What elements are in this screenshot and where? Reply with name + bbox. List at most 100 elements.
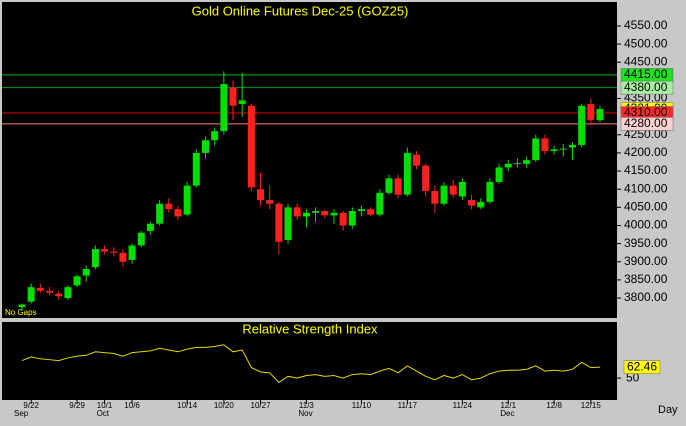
candle-body [220,83,228,132]
candle-body [73,276,81,286]
candle-body [486,181,494,202]
candle-body [559,148,567,150]
candle-body [293,207,301,217]
chart-title: Gold Online Futures Dec-25 (GOZ25) [192,3,409,18]
candle-body [403,152,411,195]
candle-body [357,209,365,211]
candle-body [321,210,329,216]
x-tick-label: 10/20 [214,401,235,410]
level-label: 4380.00 [624,80,668,94]
candle-body [587,103,595,121]
candle-body [523,160,531,164]
candle-body [165,203,173,210]
rsi-panel [2,322,617,400]
level-label: 4280.00 [624,116,668,130]
candle-body [284,207,292,240]
level-box [620,80,674,95]
candle-body [385,178,393,193]
candle-body [339,212,347,226]
candle-body [422,165,430,192]
x-unit: Day [658,404,678,416]
x-tick-label: 11/17 [398,401,418,410]
candle-body [128,245,136,260]
level-box [620,117,674,131]
candle-body [211,131,219,141]
candle-body [440,185,448,204]
candle-body [495,167,503,182]
candle-body [18,304,26,308]
candle-body [266,200,274,204]
candle-body [541,138,549,152]
y-tick-label: 3800.00 [624,290,668,304]
candle-body [91,249,99,268]
month-label: Nov [298,409,312,418]
candle-body [367,209,375,215]
level-label: 4310.00 [624,105,668,119]
y-tick-label: 4200.00 [624,145,668,159]
candle-body [46,290,54,293]
candle-body [468,200,476,206]
x-tick-label: 10/6 [124,401,140,410]
rsi-last-label: 62.46 [627,359,657,373]
rsi-line [21,344,601,384]
y-tick-label: 4500.00 [624,36,668,50]
y-tick-label: 3850.00 [624,272,668,286]
rsi-last-box [623,360,661,374]
candle-body [174,209,182,217]
y-tick-label: 4050.00 [624,200,668,214]
candle-body [201,140,209,153]
candle-body [36,287,44,291]
x-tick-label: 12/15 [581,401,602,410]
y-tick-label: 3900.00 [624,254,668,268]
x-tick-label: 10/14 [177,401,198,410]
y-tick-label: 4550.00 [624,18,668,32]
x-tick-label: 10/27 [251,401,272,410]
candle-body [348,210,356,226]
candle-body [532,138,540,161]
candle-body [137,232,145,246]
x-tick-label: 11/3 [299,401,315,410]
candle-body [146,223,154,231]
candle-body [449,185,457,195]
x-tick-label: 9/22 [23,401,39,410]
y-tick-label: 4450.00 [624,54,668,68]
y-tick-label: 3950.00 [624,236,668,250]
candle-body [330,212,338,216]
month-label: Sep [14,409,29,418]
price-panel [2,2,617,318]
candle-body [596,109,604,121]
month-label: Dec [500,409,514,418]
candle-body [550,149,558,152]
candle-body [257,189,265,201]
candle-body [27,287,35,302]
candle-body [504,163,512,168]
candle-body [238,100,246,104]
candle-body [431,191,439,204]
candle-body [183,185,191,215]
y-tick-label: 4000.00 [624,218,668,232]
candle-body [110,251,118,253]
x-tick-label: 12/1 [500,401,516,410]
candle-body [302,212,310,217]
candle-body [477,201,485,208]
candle-body [101,249,109,252]
candle-body [513,163,521,165]
y-tick-label: 4150.00 [624,163,668,177]
level-label: 4415.00 [624,67,668,81]
rsi-title: Relative Strength Index [242,321,378,336]
candle-body [192,152,200,186]
candle-body [394,178,402,195]
x-tick-label: 10/1 [97,401,113,410]
candle-body [55,293,63,297]
candle-body [458,181,466,197]
y-tick-label: 4100.00 [624,181,668,195]
month-label: Oct [97,409,110,418]
candle-body [413,154,421,166]
annotation: No Gaps [5,308,37,317]
x-tick-label: 9/29 [69,401,85,410]
candle-body [64,287,72,299]
candle-body [376,192,384,215]
x-tick-label: 11/10 [352,401,372,410]
candle-body [312,210,320,213]
